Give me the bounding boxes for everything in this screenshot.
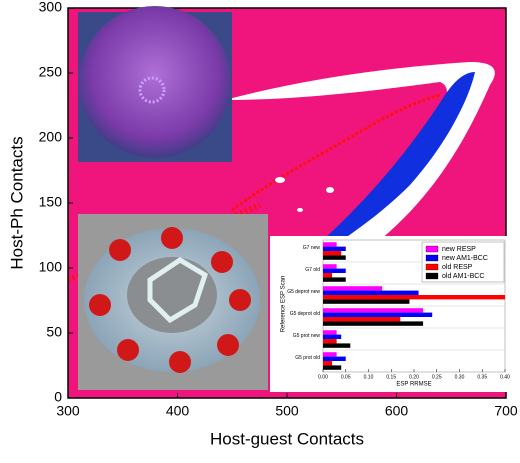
oxygen-atoms [89, 227, 251, 373]
y-tick-label: 100 [39, 259, 63, 275]
y-tick-label: G5 prot old [295, 355, 320, 361]
legend-label: old AM1-BCC [442, 273, 484, 280]
y-tick-label: 150 [39, 194, 63, 210]
inset-x-axis-label: ESP RRMSE [396, 382, 431, 388]
bar [323, 299, 410, 304]
x-tick-label: 0.25 [432, 374, 442, 380]
legend-swatch [425, 254, 439, 262]
density-white [297, 208, 303, 212]
bar [323, 343, 351, 348]
y-tick-label: 0 [54, 389, 62, 405]
x-tick-label: 500 [275, 403, 299, 419]
bar [323, 334, 342, 339]
molecule [138, 76, 166, 104]
inset-y-axis-label: Reference ESP Scan [281, 276, 287, 333]
legend-swatch [425, 263, 439, 271]
bar [323, 361, 333, 366]
x-tick-label: 600 [385, 403, 409, 419]
legend-swatch [425, 245, 439, 253]
sphere [79, 6, 231, 158]
bar [323, 264, 337, 269]
x-axis-label: Host-guest Contacts [210, 429, 364, 448]
legend-label: new RESP [442, 246, 476, 253]
y-tick-label: 250 [39, 64, 63, 80]
y-tick-label: G7 new [303, 245, 321, 251]
bar [323, 290, 419, 295]
bar [323, 286, 383, 291]
bar [323, 312, 433, 317]
y-tick-label: 50 [46, 324, 62, 340]
y-tick-label: G5 deprot old [290, 311, 321, 317]
x-tick-label: 400 [166, 403, 190, 419]
bar [323, 317, 401, 322]
x-tick-label: 0.30 [455, 374, 465, 380]
bar [323, 246, 346, 251]
bar [323, 277, 346, 282]
density-white [275, 177, 285, 183]
bar [323, 251, 342, 256]
bar [323, 356, 346, 361]
inset-surface [78, 214, 268, 390]
density-blue [300, 72, 475, 262]
y-tick-label: G5 prot new [293, 333, 321, 339]
x-tick-label: 0.05 [341, 374, 351, 380]
bar [323, 268, 346, 273]
x-tick-label: 0.15 [386, 374, 396, 380]
y-tick-label: G7 old [305, 267, 320, 273]
bar [323, 352, 337, 357]
bar [323, 295, 505, 300]
bar [323, 339, 337, 344]
x-tick-label: 0.10 [364, 374, 374, 380]
bar [323, 255, 346, 260]
inset-bar-chart: 0.00 0.05 0.10 0.15 0.20 0.25 0.30 0.35 0.40 G7 n… [270, 236, 512, 392]
y-tick-label: 200 [39, 129, 63, 145]
x-tick-label: 700 [494, 403, 518, 419]
bar [323, 321, 424, 326]
guest-molecule [147, 257, 209, 324]
legend-label: old RESP [442, 264, 473, 271]
y-tick-label: G5 deprot new [287, 289, 320, 295]
bar [323, 330, 337, 335]
legend-label: new AM1-BCC [442, 255, 488, 262]
x-tick-label: 0.00 [318, 374, 328, 380]
density-white [326, 187, 334, 193]
x-tick-label: 300 [56, 403, 80, 419]
bar [323, 365, 342, 370]
inset-sphere [78, 6, 232, 162]
x-tick-label: 0.40 [500, 374, 510, 380]
legend-swatch [425, 272, 439, 280]
x-tick-label: 0.20 [409, 374, 419, 380]
y-axis-label: Host-Ph Contacts [7, 136, 26, 269]
bar [323, 242, 337, 247]
bar [323, 308, 424, 313]
bar [323, 273, 333, 278]
x-tick-label: 0.35 [477, 374, 487, 380]
cavity [127, 257, 217, 333]
y-tick-label: 300 [39, 0, 63, 15]
